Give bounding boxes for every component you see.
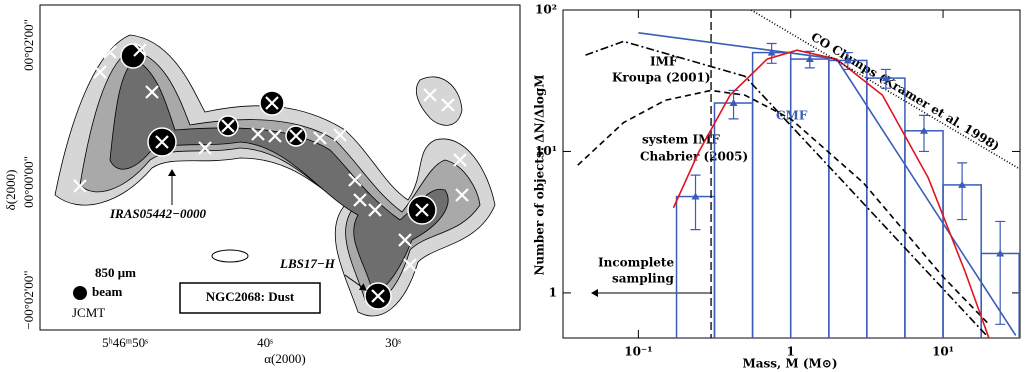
error-bar <box>995 221 1005 324</box>
x-tick-label: 1 <box>787 345 795 359</box>
x-tick-label: 10⁻¹ <box>624 345 652 359</box>
y-tick-label: 1 <box>549 285 557 299</box>
x-axis-label: α(2000) <box>264 351 305 366</box>
source-label: LBS17−H <box>279 256 336 271</box>
wavelength: 850 μm <box>95 265 136 280</box>
cmf-chart: IMF Kroupa (2001) system IMF Chabrier (2… <box>533 3 1021 371</box>
telescope: JCMT <box>72 305 105 320</box>
error-bar <box>957 163 967 220</box>
figure: NGC2068: Dust 850 μm beam JCMT IRAS05442… <box>0 0 1025 372</box>
x-tick-label: 5ʰ46ᵐ50ˢ <box>102 335 148 350</box>
annotation: sampling <box>612 272 674 286</box>
annotation: Incomplete <box>598 256 674 270</box>
histogram-bar <box>829 60 867 338</box>
x-tick-label: 30ˢ <box>385 335 401 350</box>
map-title: NGC2068: Dust <box>206 289 295 304</box>
y-tick-label: 00°00'00" <box>21 156 36 208</box>
model-line <box>751 10 1020 169</box>
error-bar <box>691 175 701 230</box>
y-tick-label: 00°02'00" <box>21 19 36 71</box>
model-line <box>586 41 989 338</box>
histogram-bar <box>715 103 753 338</box>
y-axis-label: Number of objects: ΔN/ΔlogM <box>533 74 547 275</box>
model-line <box>673 50 988 338</box>
page: {"map": {"x_ticks": ["5ʰ46ᵐ50ˢ", "40ˢ", … <box>0 0 1025 372</box>
annotation: Kroupa (2001) <box>612 71 711 85</box>
plot-area <box>578 10 1020 338</box>
beam-disc <box>73 286 87 300</box>
map-panel: NGC2068: Dust 850 μm beam JCMT IRAS05442… <box>3 5 520 366</box>
source-label: IRAS05442−0000 <box>109 206 207 221</box>
histogram-bar <box>905 131 943 338</box>
y-tick-label: −00°02'00" <box>21 270 36 329</box>
x-axis-label: Mass, M (M⊙) <box>742 357 837 371</box>
model-line <box>578 90 989 324</box>
y-axis-label: δ(2000) <box>3 170 18 211</box>
x-tick-label: 10¹ <box>932 345 954 359</box>
x-tick-label: 40ˢ <box>257 335 273 350</box>
y-tick-label: 10¹ <box>535 144 557 158</box>
y-tick-label: 10² <box>535 3 557 17</box>
beam-label: beam <box>92 284 123 299</box>
histogram-bar <box>753 53 791 338</box>
histogram-bar <box>791 59 829 338</box>
histogram-bar <box>867 78 905 338</box>
